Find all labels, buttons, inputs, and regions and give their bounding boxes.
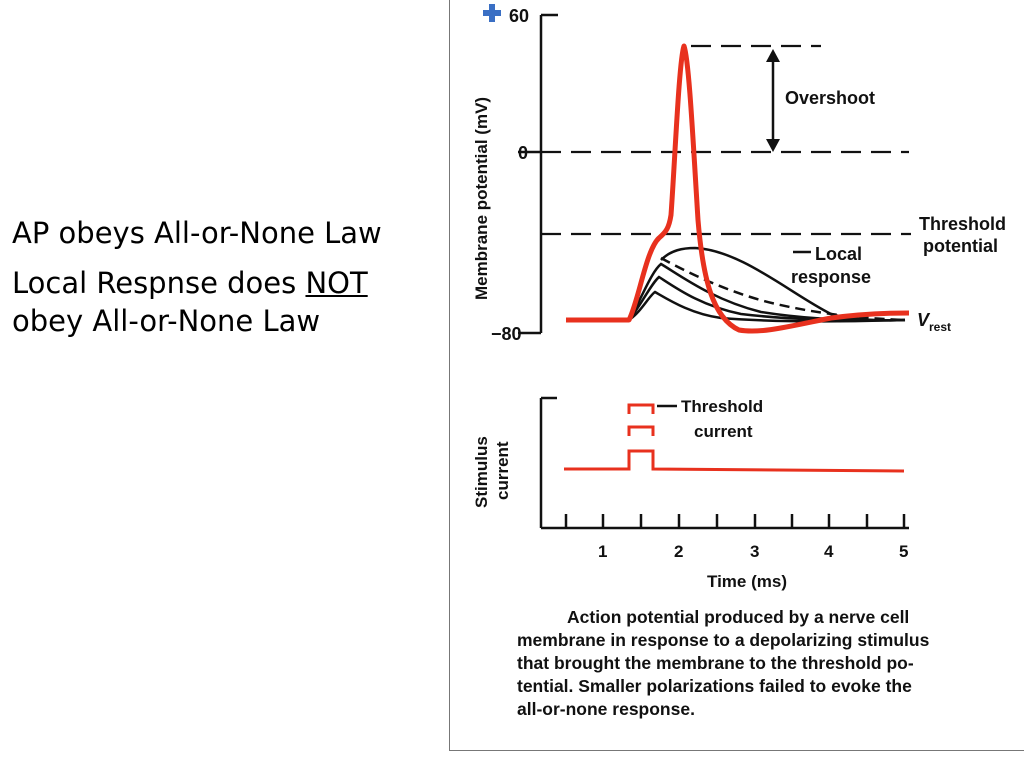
action-potential-diagram: 60 0 −80 Membrane potential (mV) Oversho… <box>472 4 1006 591</box>
local-response-label-1: Local <box>815 244 862 264</box>
plus-icon[interactable] <box>483 4 501 22</box>
xtick-1: 1 <box>598 542 607 561</box>
bullet2-pre: Local Respnse does <box>12 266 297 300</box>
bullet-local-response: Local Respnse does NOT obey All-or-None … <box>12 264 392 340</box>
dashed-lines <box>541 44 911 236</box>
vrest-label: Vrest <box>917 310 951 334</box>
caption-line-5: all-or-none response. <box>517 699 695 719</box>
stimulus-ylabel-1: Stimulus <box>472 436 491 508</box>
bullet2-not: NOT <box>305 266 368 300</box>
local-response-label-2: response <box>791 267 871 287</box>
threshold-potential-label-2: potential <box>923 236 998 256</box>
y-axis-label: Membrane potential (mV) <box>472 97 491 300</box>
stimulus-trace <box>564 403 905 473</box>
figure-caption: Action potential produced by a nerve cel… <box>517 606 1017 721</box>
caption-line-2: membrane in response to a depolarizing s… <box>517 630 930 650</box>
x-axis-label: Time (ms) <box>707 572 787 591</box>
caption-line-1: Action potential produced by a nerve cel… <box>567 607 910 627</box>
overshoot-arrow <box>766 49 780 152</box>
action-potential-figure: 60 0 −80 Membrane potential (mV) Oversho… <box>449 0 1024 751</box>
bullet2-post: obey All-or-None Law <box>12 304 321 338</box>
vrest-main: V <box>917 310 931 330</box>
bullet-list: AP obeys All-or-None Law Local Respnse d… <box>12 214 392 352</box>
bottom-axis <box>539 396 909 530</box>
vrest-sub: rest <box>929 320 951 334</box>
threshold-potential-label-1: Threshold <box>919 214 1006 234</box>
overshoot-label: Overshoot <box>785 88 875 108</box>
caption-line-4: tential. Smaller polarizations failed to… <box>517 676 912 696</box>
caption-line-3: that brought the membrane to the thresho… <box>517 653 914 673</box>
xtick-3: 3 <box>750 542 759 561</box>
xtick-2: 2 <box>674 542 683 561</box>
ytick-minus-80: −80 <box>491 324 522 344</box>
threshold-current-label-2: current <box>694 422 753 441</box>
xtick-5: 5 <box>899 542 908 561</box>
ytick-60: 60 <box>509 6 529 26</box>
top-axis <box>518 13 558 335</box>
stimulus-ylabel-2: current <box>493 441 512 500</box>
bullet-ap-all-or-none: AP obeys All-or-None Law <box>12 216 382 250</box>
xtick-4: 4 <box>824 542 834 561</box>
threshold-current-label-1: Threshold <box>681 397 763 416</box>
ytick-0: 0 <box>518 143 528 163</box>
action-potential-trace <box>566 43 910 334</box>
